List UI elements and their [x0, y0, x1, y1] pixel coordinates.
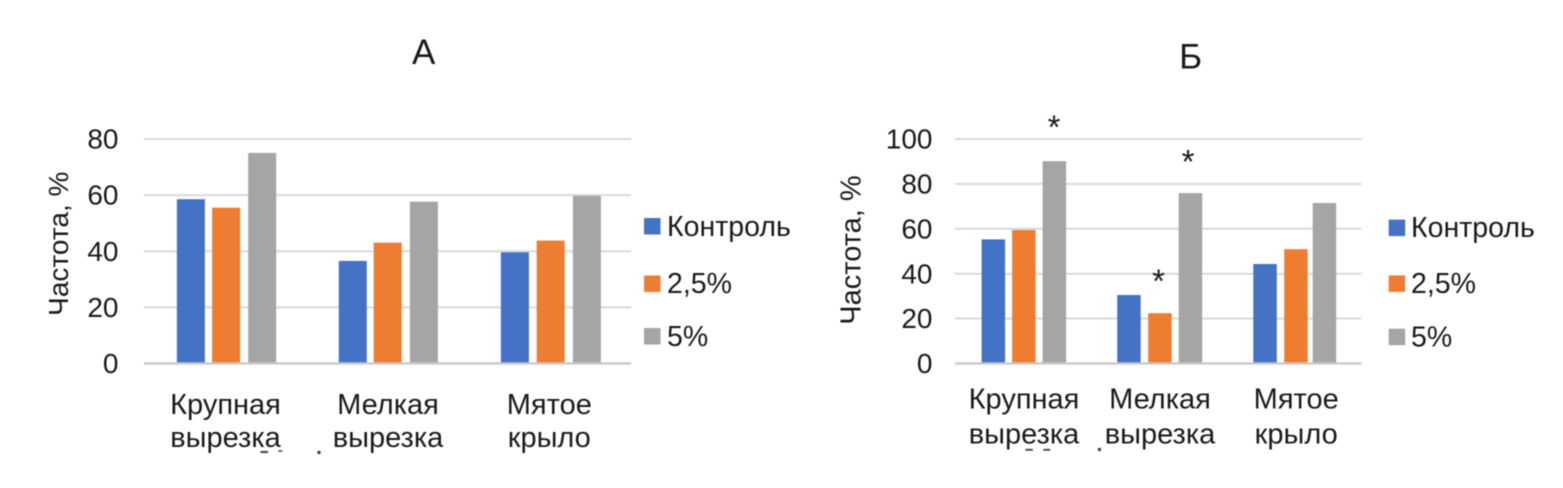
svg-text:вырезка: вырезка	[170, 422, 281, 454]
svg-text:20: 20	[901, 303, 932, 334]
svg-text:вырезка: вырезка	[333, 422, 444, 454]
svg-text:Крупная: Крупная	[170, 389, 281, 421]
svg-text:2,5%: 2,5%	[667, 268, 732, 300]
svg-text:А: А	[412, 33, 436, 72]
svg-text:40: 40	[901, 258, 932, 289]
svg-text:80: 80	[901, 169, 932, 200]
svg-text:5%: 5%	[667, 321, 708, 353]
svg-text:Мятое: Мятое	[1254, 384, 1339, 416]
svg-text:Контроль: Контроль	[1411, 212, 1535, 244]
svg-text:вырезка: вырезка	[1105, 419, 1216, 451]
svg-text:*: *	[1182, 143, 1195, 180]
svg-text:60: 60	[901, 213, 932, 244]
svg-text:0: 0	[917, 348, 933, 379]
svg-text:крыло: крыло	[1255, 419, 1338, 451]
svg-text:Мелкая: Мелкая	[337, 389, 439, 421]
svg-text:2,5%: 2,5%	[1411, 268, 1476, 300]
svg-text:вырезка: вырезка	[969, 419, 1080, 451]
svg-text:Крупная: Крупная	[969, 384, 1080, 416]
svg-text:Б: Б	[1179, 37, 1202, 76]
svg-text:100: 100	[886, 124, 933, 155]
svg-text:Частота, %: Частота, %	[43, 172, 74, 316]
svg-text:*: *	[1048, 108, 1061, 145]
svg-text:Мятое: Мятое	[507, 389, 592, 421]
svg-text:40: 40	[87, 236, 118, 267]
svg-text:5%: 5%	[1411, 321, 1452, 353]
svg-text:20: 20	[87, 292, 118, 323]
svg-text:*: *	[1152, 262, 1165, 299]
svg-text:0: 0	[103, 348, 119, 379]
svg-text:Мелкая: Мелкая	[1109, 384, 1211, 416]
svg-text:Контроль: Контроль	[667, 211, 791, 243]
svg-text:60: 60	[87, 180, 118, 211]
svg-text:Частота, %: Частота, %	[836, 175, 868, 324]
svg-text:80: 80	[87, 124, 118, 155]
svg-text:крыло: крыло	[508, 422, 591, 454]
